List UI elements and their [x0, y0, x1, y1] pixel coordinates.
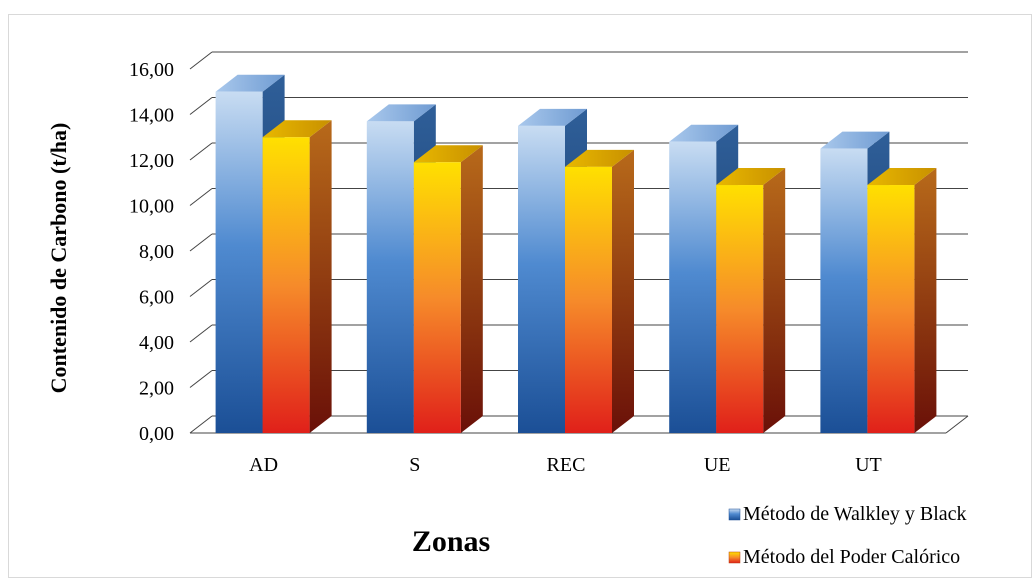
gridline-diagonal	[189, 324, 213, 343]
bar-walkley-rec-top	[518, 108, 587, 126]
bar-walkley-ad	[215, 91, 263, 433]
bar-poder-ue-side	[763, 168, 786, 433]
bar-walkley-ue-top	[669, 124, 739, 142]
bar-poder-ut-top	[867, 168, 937, 186]
gridline-diagonal	[189, 97, 213, 115]
bar-walkley-ut-top	[820, 131, 890, 149]
gridline-diagonal	[189, 279, 213, 297]
bar-poder-s	[413, 162, 461, 433]
axis-labels: 0,00 2,00 4,00 6,00 8,00 10,00 12,00 14,00 16,00…	[129, 59, 882, 476]
y-tick-label: 12,00	[129, 150, 174, 172]
bar-poder-s-top	[413, 145, 483, 163]
y-tick-label: 16,00	[129, 59, 174, 81]
gridline-diagonal	[189, 188, 213, 206]
y-tick-label: 14,00	[129, 105, 174, 127]
legend: Método de Walkley y Black Método del Pod…	[728, 503, 967, 568]
gridline-diagonal	[189, 51, 213, 70]
bar-poder-ut-side	[914, 168, 937, 433]
bar-walkley-s	[366, 121, 414, 433]
bar-walkley-ue	[669, 141, 717, 434]
gridline-diagonal	[189, 415, 213, 434]
y-tick-label: 0,00	[139, 423, 174, 445]
gridline-diagonal	[189, 142, 213, 161]
x-tick-label: REC	[547, 454, 586, 476]
bar-walkley-ut	[820, 148, 868, 433]
bar-walkley-s-top	[366, 104, 436, 122]
bar-poder-ue	[716, 185, 764, 433]
bar-poder-ue-top	[716, 168, 786, 186]
bar-walkley-rec	[518, 125, 565, 433]
y-tick-label: 8,00	[139, 241, 174, 263]
y-tick-label: 2,00	[139, 378, 174, 400]
bar-poder-ad-top	[262, 120, 332, 138]
legend-label-walkley: Método de Walkley y Black	[743, 503, 967, 525]
x-tick-label: UT	[855, 454, 882, 476]
bar-poder-ad-side	[309, 120, 332, 433]
bar-poder-ad	[262, 137, 310, 433]
gridline-diagonal	[189, 370, 213, 388]
legend-swatch-walkley	[728, 508, 741, 521]
x-tick-label: UE	[704, 454, 731, 476]
floor-side-edge	[945, 415, 969, 434]
y-tick-label: 4,00	[139, 332, 174, 354]
bar-poder-rec	[565, 166, 612, 433]
x-axis-label: Zonas	[412, 525, 490, 558]
gridline-diagonal	[189, 233, 213, 252]
legend-label-poder: Método del Poder Calórico	[743, 546, 960, 568]
bar-walkley-ad-top	[215, 74, 285, 92]
y-axis-label: Contenido de Carbono (t/ha)	[46, 123, 71, 394]
bar-poder-rec-side	[612, 149, 634, 433]
x-tick-label: S	[409, 454, 420, 476]
bar-poder-s-side	[460, 145, 483, 433]
y-tick-label: 10,00	[129, 196, 174, 218]
bars	[215, 74, 937, 434]
x-tick-label: AD	[249, 454, 278, 476]
y-tick-label: 6,00	[139, 287, 174, 309]
legend-swatch-poder	[728, 551, 741, 564]
bar-poder-ut	[867, 185, 915, 433]
bar-poder-rec-top	[565, 149, 634, 167]
